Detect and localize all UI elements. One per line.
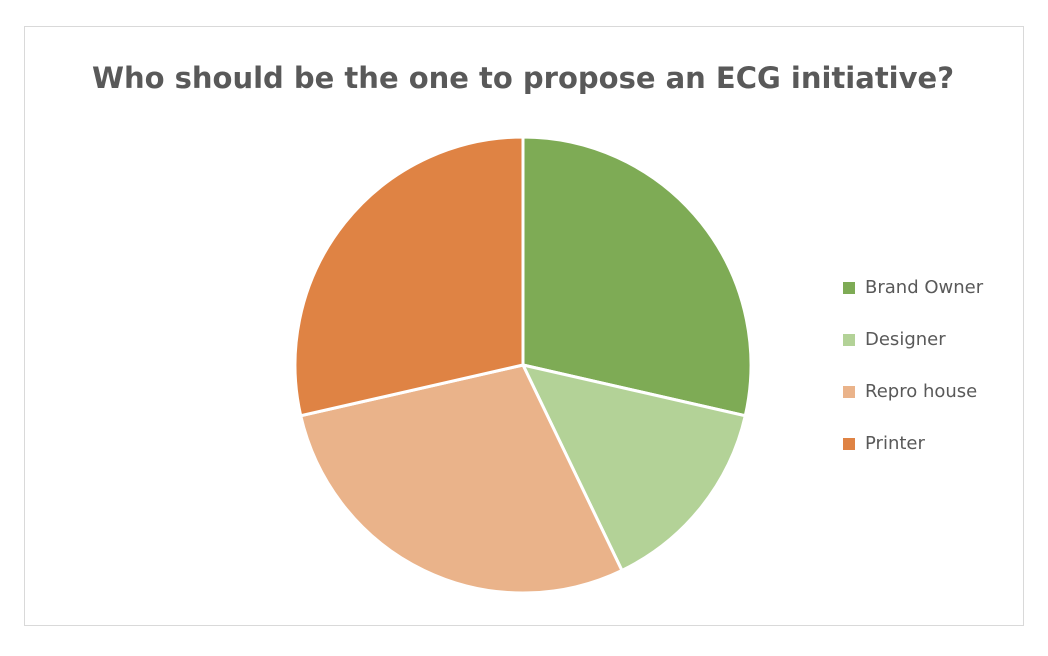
pie-slice: [521, 135, 753, 418]
legend-swatch: [843, 334, 855, 346]
pie-slice: [293, 135, 525, 418]
legend-swatch: [843, 282, 855, 294]
legend-label: Designer: [865, 329, 946, 350]
chart-title: Who should be the one to propose an ECG …: [92, 61, 954, 95]
pie-slice: [298, 363, 624, 595]
legend-swatch: [843, 386, 855, 398]
legend-label: Repro house: [865, 381, 977, 402]
legend-label: Printer: [865, 433, 925, 454]
legend-label: Brand Owner: [865, 277, 984, 298]
pie-slice: [520, 362, 748, 573]
legend-swatch: [843, 438, 855, 450]
